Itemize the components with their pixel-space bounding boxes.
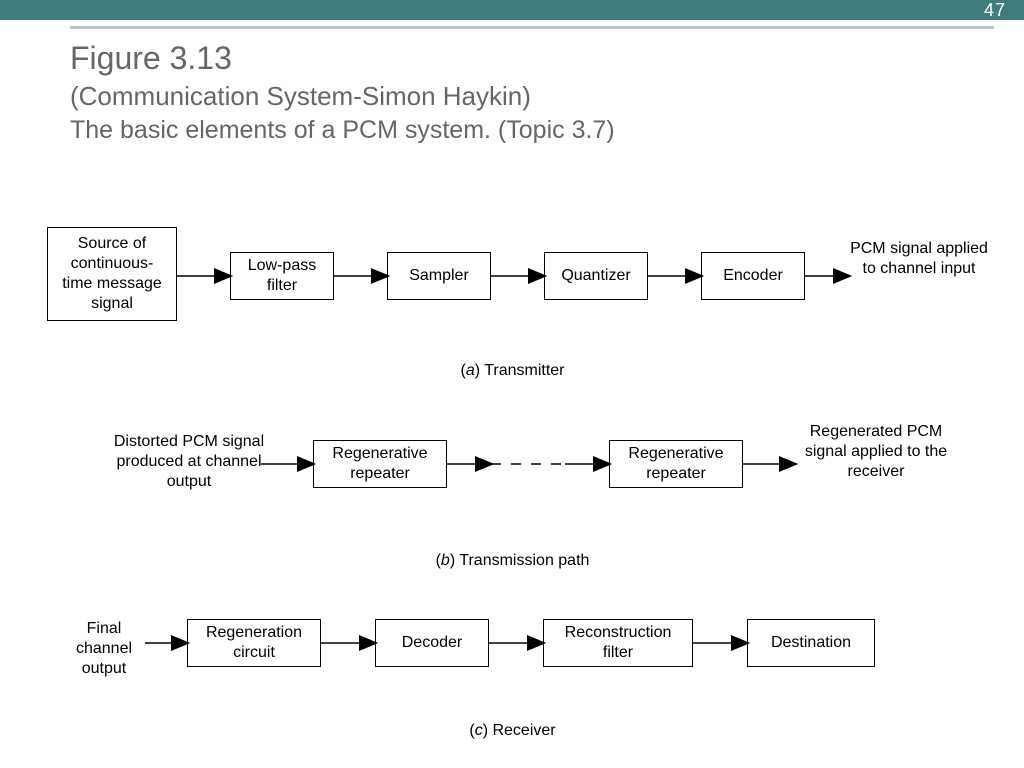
section-a-output: PCM signal applied to channel input — [849, 239, 989, 279]
caption-c: (c) Receiver — [25, 722, 1000, 740]
figure-desc: The basic elements of a PCM system. (Top… — [70, 116, 984, 145]
node-rep1: Regenerative repeater — [313, 440, 447, 488]
node-recon: Reconstruction filter — [543, 619, 693, 667]
node-regen: Regeneration circuit — [187, 619, 321, 667]
section-b-output: Regenerated PCM signal applied to the re… — [801, 422, 951, 482]
section-b-input: Distorted PCM signal produced at channel… — [99, 432, 279, 492]
node-quant: Quantizer — [544, 252, 648, 300]
figure-subtitle: (Communication System-Simon Haykin) — [70, 81, 984, 112]
slide-header: Figure 3.13 (Communication System-Simon … — [70, 40, 984, 145]
node-decoder: Decoder — [375, 619, 489, 667]
section-a-input: Source of continuous-time message signal — [47, 227, 177, 321]
node-lpf: Low-pass filter — [230, 252, 334, 300]
page-number: 47 — [984, 0, 1006, 20]
node-encoder: Encoder — [701, 252, 805, 300]
figure-title: Figure 3.13 — [70, 40, 984, 77]
node-dest: Destination — [747, 619, 875, 667]
caption-b: (b) Transmission path — [25, 552, 1000, 570]
node-sampler: Sampler — [387, 252, 491, 300]
pcm-system-diagram: Source of continuous-time message signal… — [25, 200, 1000, 760]
caption-a: (a) Transmitter — [25, 362, 1000, 380]
section-c-input: Final channel output — [59, 619, 149, 679]
accent-line — [70, 26, 994, 29]
slide-top-bar — [0, 0, 1024, 20]
node-rep2: Regenerative repeater — [609, 440, 743, 488]
